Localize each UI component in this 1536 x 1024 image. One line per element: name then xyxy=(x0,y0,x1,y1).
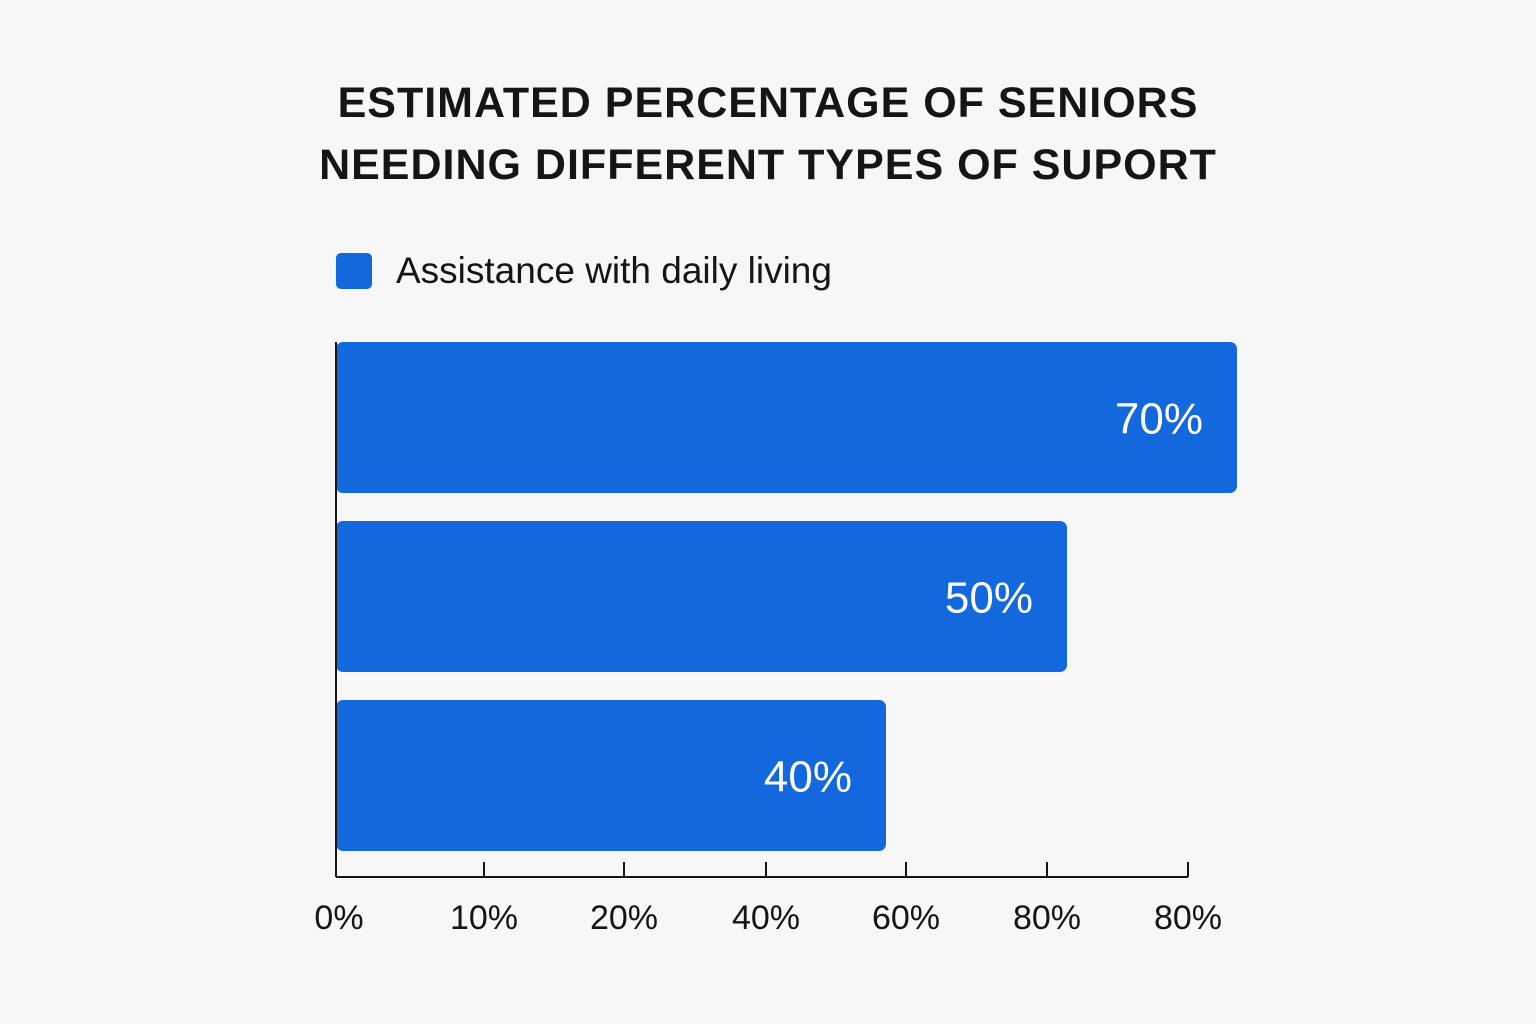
legend-swatch xyxy=(336,253,372,289)
x-tick-label-1: 0% xyxy=(314,899,363,937)
bar-value-label-3: 40% xyxy=(764,753,852,802)
chart-title: ESTIMATED PERCENTAGE OF SENIORS NEEDING … xyxy=(0,72,1536,196)
x-tick-label-4: 40% xyxy=(732,899,800,937)
legend: Assistance with daily living xyxy=(336,250,832,292)
x-tick-label-3: 20% xyxy=(590,899,658,937)
x-tick-label-6: 80% xyxy=(1013,899,1081,937)
bar-value-label-2: 50% xyxy=(945,574,1033,623)
x-tick-label-2: 10% xyxy=(450,899,518,937)
bar-3 xyxy=(336,700,886,851)
x-tick-label-5: 60% xyxy=(872,899,940,937)
bars-group: 70% 50% 40% xyxy=(336,342,1237,851)
chart-title-line-1: ESTIMATED PERCENTAGE OF SENIORS xyxy=(337,79,1199,127)
chart-title-line-2: NEEDING DIFFERENT TYPES OF SUPORT xyxy=(319,141,1217,189)
bar-1 xyxy=(336,342,1237,493)
bar-2 xyxy=(336,521,1067,672)
legend-label: Assistance with daily living xyxy=(396,250,832,291)
x-tick-label-7: 80% xyxy=(1154,899,1222,937)
axes-group: 0% 10% 20% 40% 60% 80% 80% xyxy=(314,342,1222,937)
bar-value-label-1: 70% xyxy=(1115,395,1203,444)
